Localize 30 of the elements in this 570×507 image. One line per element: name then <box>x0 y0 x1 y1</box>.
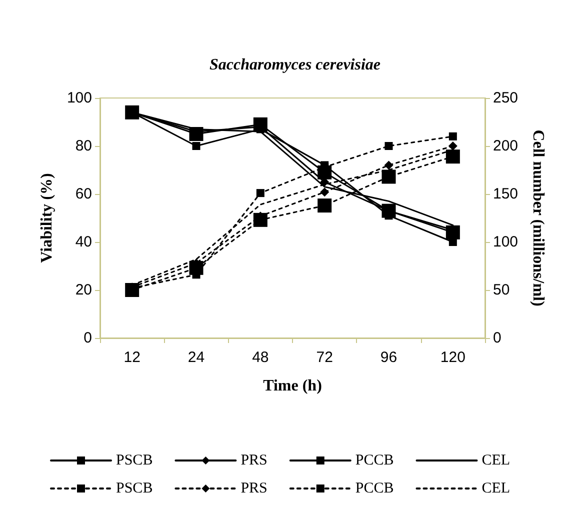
y-tick-label: 40 <box>75 234 92 250</box>
legend-label: PCCB <box>355 452 394 468</box>
legend-label: PRS <box>240 480 268 496</box>
y2-axis-title: Cell number (millions/ml) <box>529 130 546 306</box>
y2-tick-label: 200 <box>493 138 518 154</box>
x-tick-label: 12 <box>124 349 140 366</box>
legend-label: CEL <box>482 480 510 496</box>
x-tick-label: 72 <box>316 349 333 366</box>
legend-label: PSCB <box>116 480 153 496</box>
legend-label: PCCB <box>355 480 394 496</box>
legend-label: PSCB <box>116 452 153 468</box>
y-axis-title: Viability (%) <box>38 173 56 263</box>
chart-title: Saccharomyces cerevisiae <box>209 56 381 74</box>
x-tick-label: 120 <box>440 349 466 366</box>
y2-tick-label: 50 <box>493 282 510 298</box>
y-tick-label: 80 <box>75 138 92 154</box>
y2-tick-label: 100 <box>493 234 518 250</box>
x-tick-label: 24 <box>188 349 205 366</box>
legend-label: CEL <box>482 452 510 468</box>
y-tick-label: 100 <box>66 90 92 106</box>
x-tick-label: 48 <box>252 349 269 366</box>
x-tick-label: 96 <box>380 349 398 366</box>
y-tick-label: 0 <box>84 330 92 346</box>
x-axis-title: Time (h) <box>263 378 322 394</box>
y2-tick-label: 250 <box>493 90 518 106</box>
y2-tick-label: 0 <box>493 330 502 346</box>
legend-label: PRS <box>240 452 268 468</box>
y-tick-label: 20 <box>75 282 92 298</box>
y-tick-label: 60 <box>75 186 92 202</box>
y2-tick-label: 150 <box>493 186 518 202</box>
